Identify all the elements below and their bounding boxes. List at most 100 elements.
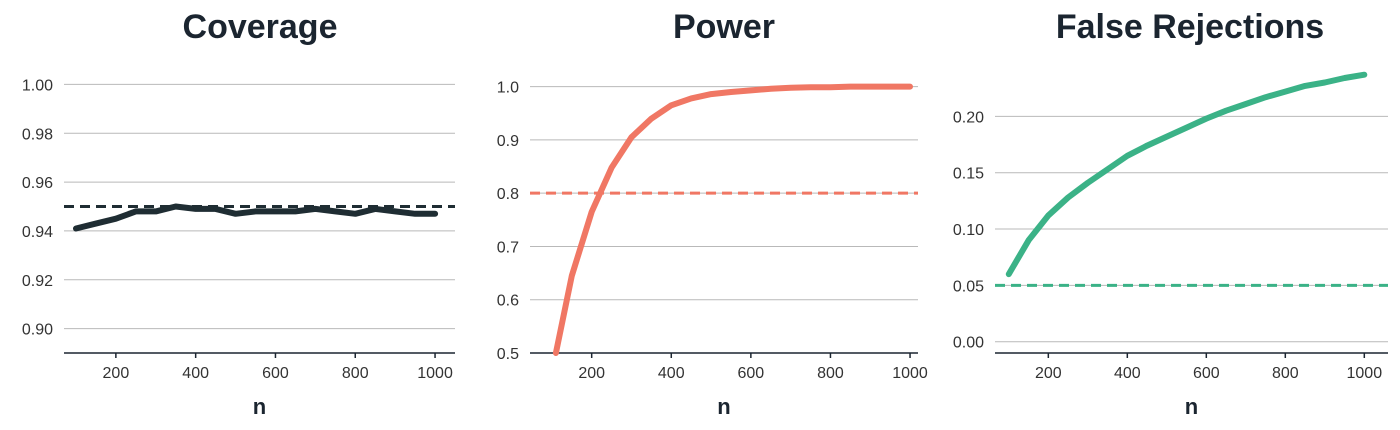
power-data-point bbox=[708, 91, 714, 97]
coverage-data-point bbox=[93, 221, 99, 227]
coverage-data-point bbox=[252, 208, 259, 214]
power-xlabel: n bbox=[717, 394, 730, 419]
coverage-xlabel: n bbox=[253, 394, 266, 419]
false-rejections-data-point bbox=[1144, 143, 1150, 149]
coverage-xtick-label: 1000 bbox=[417, 365, 453, 382]
coverage-data-point bbox=[153, 208, 159, 214]
false-rejections-xlabel: n bbox=[1185, 394, 1198, 419]
coverage-ytick-label: 0.92 bbox=[22, 273, 53, 290]
power-data-point bbox=[589, 209, 595, 215]
false-rejections-ytick-label: 0.00 bbox=[953, 335, 984, 352]
power-ytick-label: 0.7 bbox=[497, 239, 519, 256]
false-rejections-xtick-label: 600 bbox=[1193, 365, 1220, 382]
power-data-point bbox=[768, 86, 774, 92]
false-rejections-xtick-label: 200 bbox=[1035, 365, 1062, 382]
coverage-data-point bbox=[272, 208, 279, 214]
coverage-xtick-label: 800 bbox=[342, 365, 369, 382]
power-ytick-label: 1.0 bbox=[497, 80, 519, 97]
false-rejections-data-point bbox=[1302, 83, 1308, 89]
power-data-point bbox=[569, 273, 575, 279]
coverage-data-point bbox=[133, 208, 139, 214]
false-rejections-data-point bbox=[1263, 94, 1269, 100]
power-data-point bbox=[827, 84, 834, 90]
coverage-ytick-label: 0.94 bbox=[22, 224, 53, 241]
coverage-data-point bbox=[233, 211, 239, 217]
power-data-point bbox=[628, 134, 635, 140]
power-data-point bbox=[847, 84, 853, 90]
power-data-point bbox=[668, 102, 674, 108]
false-rejections-data-point bbox=[1243, 101, 1249, 107]
power-data-point bbox=[788, 85, 794, 91]
coverage-xtick-label: 600 bbox=[262, 365, 289, 382]
false-rejections-xtick-label: 800 bbox=[1272, 365, 1299, 382]
coverage-ytick-label: 0.98 bbox=[22, 126, 53, 143]
false-rejections-data-point bbox=[1223, 108, 1229, 114]
false-rejections-ytick-label: 0.20 bbox=[953, 109, 984, 126]
coverage-xtick-label: 400 bbox=[182, 365, 209, 382]
power-xtick-label: 800 bbox=[817, 365, 844, 382]
coverage-data-point bbox=[312, 206, 318, 212]
power-data-point bbox=[808, 84, 814, 90]
power-data-point bbox=[887, 84, 893, 90]
coverage-data-point bbox=[392, 208, 398, 214]
false-rejections-xtick-label: 1000 bbox=[1347, 365, 1383, 382]
coverage-ytick-label: 0.96 bbox=[22, 175, 53, 192]
false-rejections-series-line bbox=[1005, 71, 1368, 278]
power-data-point bbox=[867, 84, 873, 90]
coverage-data-point bbox=[432, 211, 438, 217]
false-rejections-data-point bbox=[1065, 194, 1071, 201]
coverage-data-point bbox=[332, 208, 338, 214]
coverage-data-point bbox=[213, 206, 219, 212]
false-rejections-data-point bbox=[1026, 237, 1032, 243]
coverage-data-point bbox=[352, 211, 358, 217]
power-data-point bbox=[688, 95, 694, 101]
coverage-title: Coverage bbox=[183, 8, 338, 46]
false-rejections-ytick-label: 0.10 bbox=[953, 222, 984, 239]
power-title: Power bbox=[673, 8, 775, 46]
power-xtick-label: 400 bbox=[658, 365, 685, 382]
power-data-point bbox=[728, 89, 734, 95]
false-rejections-ytick-label: 0.15 bbox=[953, 166, 984, 183]
false-rejections-data-point bbox=[1184, 125, 1190, 131]
coverage-panel: Coverage 0.90 0.92 0.94 0.96 0.98 1.00 200 400 60… bbox=[22, 8, 455, 419]
coverage-xtick-label: 200 bbox=[103, 365, 130, 382]
false-rejections-xtick-label: 400 bbox=[1114, 365, 1141, 382]
coverage-data-point bbox=[412, 211, 418, 217]
coverage-data-point bbox=[173, 203, 179, 210]
false-rejections-data-point bbox=[1164, 134, 1170, 140]
false-rejections-ytick-label: 0.05 bbox=[953, 278, 984, 295]
power-data-point bbox=[553, 350, 559, 356]
power-data-point bbox=[648, 116, 655, 122]
power-xtick-label: 200 bbox=[578, 365, 605, 382]
coverage-data-point bbox=[73, 225, 79, 232]
power-ytick-label: 0.8 bbox=[497, 186, 519, 203]
false-rejections-data-point bbox=[1006, 271, 1012, 277]
power-ytick-label: 0.6 bbox=[497, 293, 519, 310]
power-data-point bbox=[748, 87, 754, 93]
false-rejections-title: False Rejections bbox=[1056, 8, 1324, 46]
coverage-data-point bbox=[193, 206, 199, 212]
false-rejections-data-point bbox=[1361, 72, 1367, 78]
power-data-point bbox=[609, 165, 615, 171]
false-rejections-data-point bbox=[1045, 212, 1051, 219]
power-xtick-label: 1000 bbox=[892, 365, 928, 382]
coverage-data-point bbox=[372, 206, 378, 212]
power-series-line bbox=[552, 83, 913, 356]
false-rejections-data-point bbox=[1322, 79, 1328, 86]
power-data-point bbox=[907, 84, 913, 90]
power-ytick-label: 0.5 bbox=[497, 346, 519, 363]
false-rejections-data-point bbox=[1203, 116, 1209, 122]
false-rejections-data-point bbox=[1342, 75, 1348, 81]
power-xtick-label: 600 bbox=[738, 365, 765, 382]
false-rejections-data-point bbox=[1085, 180, 1091, 186]
false-rejections-panel: False Rejections 0.00 0.05 0.10 0.15 0.20 200 4… bbox=[953, 8, 1388, 419]
coverage-data-point bbox=[292, 208, 298, 214]
power-ytick-label: 0.9 bbox=[497, 133, 519, 150]
coverage-data-point bbox=[113, 216, 119, 222]
false-rejections-data-point bbox=[1124, 153, 1130, 159]
false-rejections-data-point bbox=[1282, 89, 1288, 95]
false-rejections-data-point bbox=[1105, 166, 1111, 172]
coverage-ytick-label: 1.00 bbox=[22, 77, 53, 94]
coverage-ytick-label: 0.90 bbox=[22, 322, 53, 339]
